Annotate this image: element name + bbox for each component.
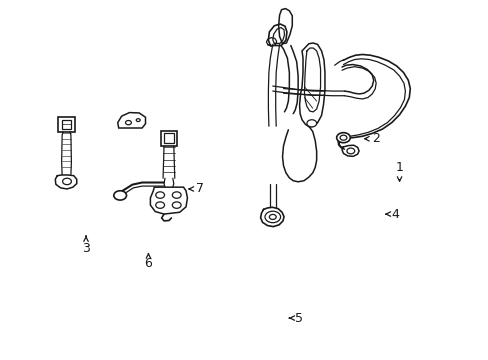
Circle shape [339,135,346,140]
Circle shape [114,191,126,200]
Circle shape [156,192,164,198]
Text: 1: 1 [395,161,403,181]
Text: 5: 5 [289,311,303,325]
Circle shape [136,119,140,122]
Circle shape [346,148,354,154]
Text: 6: 6 [144,253,152,270]
Text: 3: 3 [82,236,90,255]
Circle shape [172,202,181,208]
Circle shape [62,178,71,185]
Circle shape [156,202,164,208]
Text: 4: 4 [385,208,399,221]
Circle shape [264,211,280,223]
Circle shape [125,121,131,125]
Text: 7: 7 [189,183,203,195]
Circle shape [172,192,181,198]
Circle shape [336,133,349,143]
Text: 2: 2 [364,132,379,145]
Circle shape [306,120,316,127]
Circle shape [269,215,276,220]
